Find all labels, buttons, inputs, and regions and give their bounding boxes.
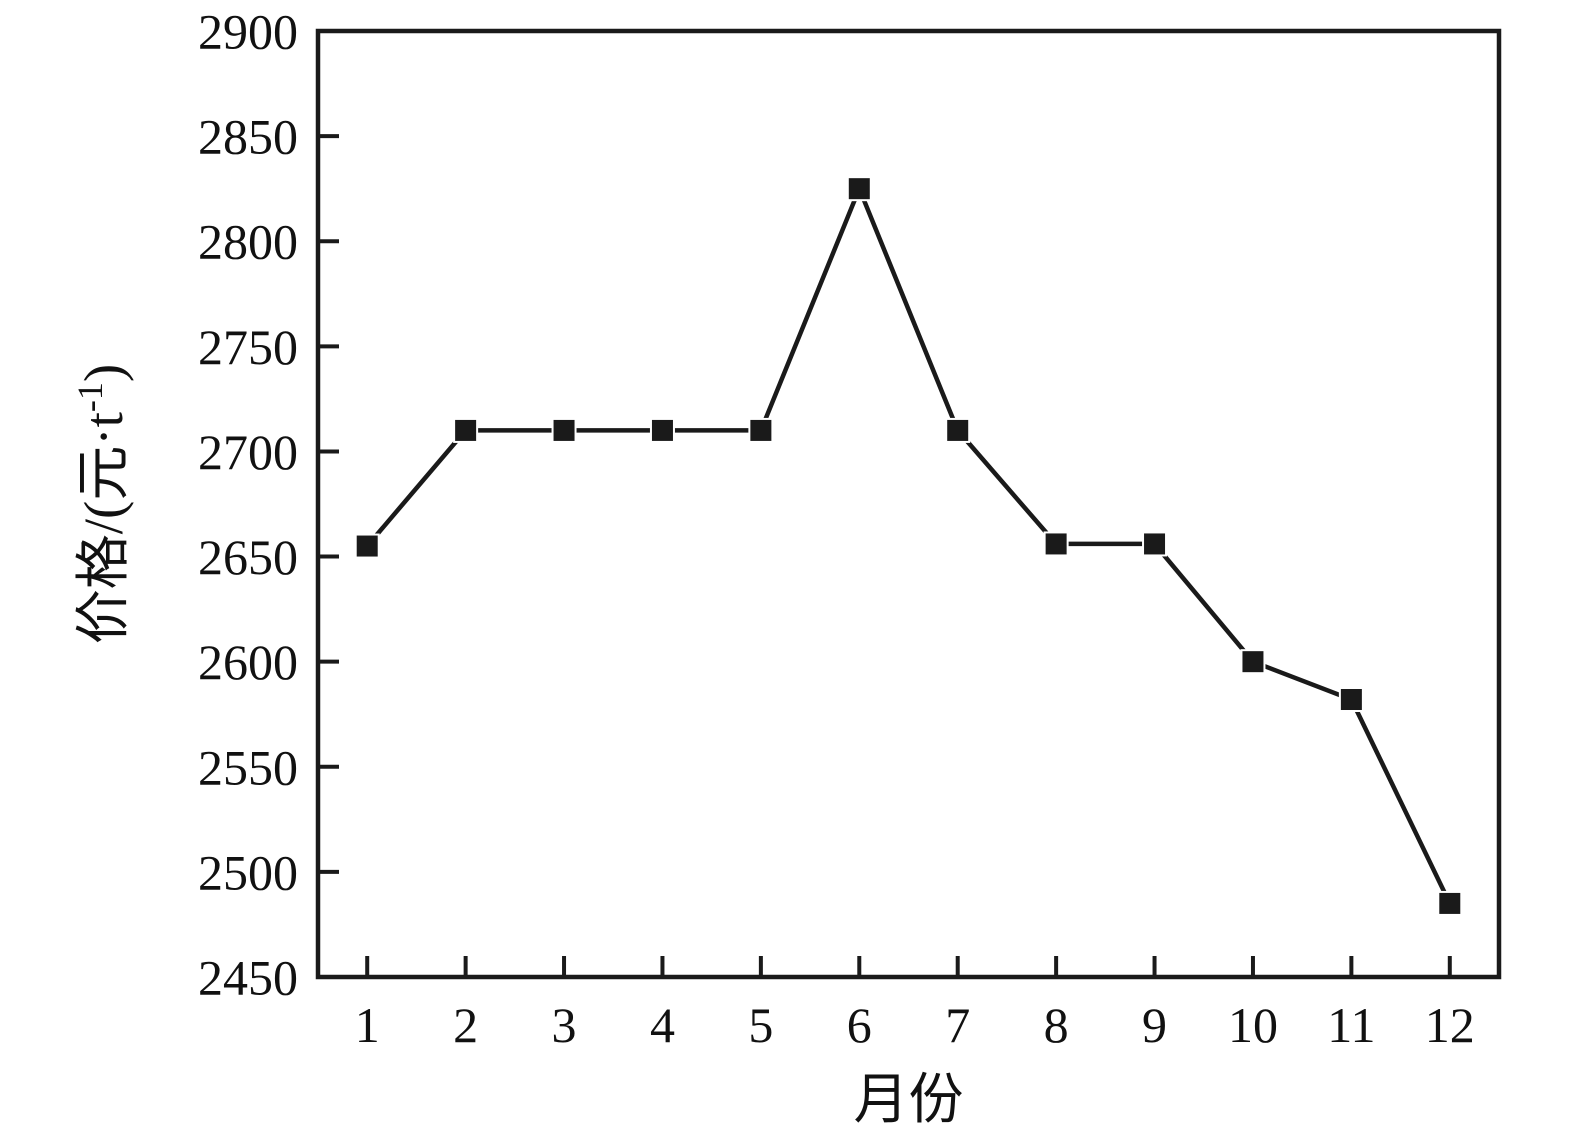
y-tick-label: 2600: [198, 634, 298, 690]
y-tick-label: 2500: [198, 844, 298, 900]
data-point-marker: [846, 176, 872, 202]
y-axis-title: 价格/(元·t-1): [70, 364, 134, 645]
plot-frame: [315, 28, 1502, 980]
y-tick-label: 2850: [198, 109, 298, 165]
data-point-marker: [649, 417, 675, 443]
y-tick-label: 2800: [198, 214, 298, 270]
y-tick-label: 2650: [198, 529, 298, 585]
x-tick-label: 11: [1327, 997, 1375, 1053]
y-tick-label: 2450: [198, 950, 298, 1006]
data-point-marker: [748, 417, 774, 443]
x-tick-label: 4: [650, 997, 675, 1053]
x-tick-label: 9: [1142, 997, 1167, 1053]
data-point-marker: [1043, 531, 1069, 557]
x-tick-label: 12: [1425, 997, 1475, 1053]
x-tick-label: 7: [945, 997, 970, 1053]
x-tick-label: 1: [355, 997, 380, 1053]
data-point-marker: [1338, 687, 1364, 713]
price-series-line: [365, 182, 1452, 905]
data-point-marker: [1437, 890, 1463, 916]
x-tick-label: 6: [847, 997, 872, 1053]
x-tick-label: 3: [552, 997, 577, 1053]
data-point-marker: [551, 417, 577, 443]
data-point-marker: [1240, 649, 1266, 675]
x-tick-label: 2: [453, 997, 478, 1053]
data-point-marker: [354, 533, 380, 559]
y-tick-label: 2750: [198, 319, 298, 375]
x-axis-title: 月份: [853, 1069, 963, 1130]
data-point-marker: [1142, 531, 1168, 557]
x-tick-label: 8: [1044, 997, 1069, 1053]
x-tick-label: 5: [748, 997, 773, 1053]
y-tick-label: 2900: [198, 4, 298, 60]
y-tick-label: 2550: [198, 739, 298, 795]
x-tick-label: 10: [1228, 997, 1278, 1053]
data-point-marker: [453, 417, 479, 443]
data-point-marker: [945, 417, 971, 443]
y-tick-label: 2700: [198, 424, 298, 480]
